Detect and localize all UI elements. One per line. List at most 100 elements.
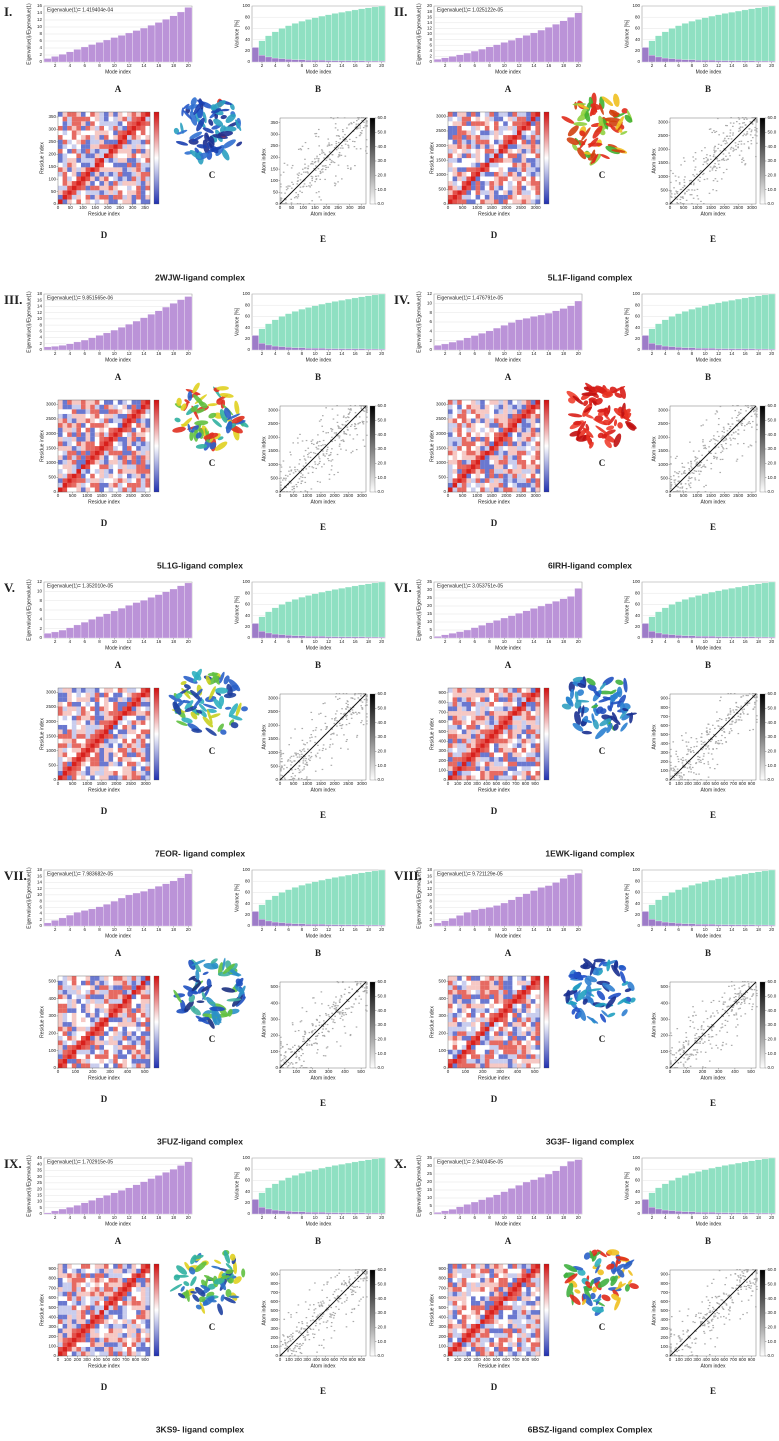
heatmap-cell xyxy=(448,400,453,405)
heatmap-cell xyxy=(104,446,109,451)
heatmap-cell xyxy=(141,418,146,423)
heatmap-cell xyxy=(132,437,137,442)
x-axis-label: Residue index xyxy=(88,211,120,217)
heatmap-cell xyxy=(109,158,114,163)
contact-point xyxy=(739,141,741,142)
heatmap-cell xyxy=(99,478,104,483)
heatmap-cell xyxy=(136,441,141,446)
contact-point xyxy=(702,424,704,425)
contact-point xyxy=(679,182,681,183)
heatmap-cell xyxy=(489,464,494,469)
heatmap-cell xyxy=(476,181,481,186)
heatmap-cell xyxy=(67,428,72,433)
heatmap-cell xyxy=(99,739,104,744)
x-axis-label: Atom index xyxy=(700,499,726,505)
heatmap-cell xyxy=(494,172,499,177)
contact-point xyxy=(292,165,294,166)
y-tick-label: 4 xyxy=(39,45,42,50)
heatmap-cell xyxy=(145,716,150,721)
contact-point xyxy=(320,172,322,173)
y-tick-label: 500 xyxy=(48,763,56,768)
heatmap-cell xyxy=(58,446,63,451)
heatmap-cell xyxy=(517,414,522,419)
heatmap-cell xyxy=(512,428,517,433)
contact-point xyxy=(718,447,720,448)
heatmap-cell xyxy=(113,135,118,140)
x-tick-label: 6 xyxy=(287,639,290,644)
x-tick-label: 500 xyxy=(290,493,298,498)
heatmap-cell xyxy=(72,771,77,776)
contact-point xyxy=(306,762,308,763)
heatmap-cell xyxy=(113,720,118,725)
contact-point xyxy=(299,434,301,435)
bar xyxy=(162,19,169,62)
contact-point xyxy=(681,197,683,198)
heatmap-cell xyxy=(522,405,527,410)
contact-point xyxy=(326,726,328,727)
heatmap-cell xyxy=(517,135,522,140)
contact-point xyxy=(358,117,360,118)
heatmap-cell xyxy=(476,163,481,168)
contact-point xyxy=(704,466,706,467)
heatmap-cell xyxy=(517,140,522,145)
contact-point xyxy=(754,130,756,131)
heatmap-cell xyxy=(81,153,86,158)
contact-point xyxy=(701,150,703,151)
heatmap-cell xyxy=(63,190,68,195)
heatmap-cell xyxy=(522,117,527,122)
heatmap-cell xyxy=(118,711,123,716)
heatmap-cell xyxy=(457,121,462,126)
heatmap-cell xyxy=(136,757,141,762)
bar xyxy=(471,51,478,62)
x-tick-label: 500 xyxy=(459,493,467,498)
contact-point xyxy=(293,778,295,779)
heatmap-cell xyxy=(104,400,109,405)
heatmap-cell xyxy=(67,702,72,707)
heatmap-cell xyxy=(109,409,114,414)
heatmap-cell xyxy=(67,195,72,200)
heatmap-cell xyxy=(494,483,499,488)
contact-point xyxy=(728,152,730,153)
x-tick-label: 8 xyxy=(488,351,491,356)
heatmap-cell xyxy=(76,112,81,117)
heatmap-cell xyxy=(132,167,137,172)
contact-point xyxy=(335,713,337,714)
heatmap-cell xyxy=(485,469,490,474)
heatmap-cell xyxy=(104,460,109,465)
contact-point xyxy=(723,132,725,133)
contact-point xyxy=(287,164,289,165)
heatmap-cell xyxy=(122,428,127,433)
contact-point xyxy=(330,739,332,740)
contact-point xyxy=(721,444,723,445)
y-tick-label: 14 xyxy=(37,304,43,309)
contact-point xyxy=(676,192,678,193)
colorbar-tick-label: 10.0 xyxy=(378,187,387,192)
heatmap-cell xyxy=(136,130,141,135)
heatmap-cell xyxy=(86,167,91,172)
heatmap-cell xyxy=(499,167,504,172)
heatmap-cell xyxy=(503,460,508,465)
y-tick-label: 2 xyxy=(39,626,42,631)
heatmap-cell xyxy=(109,469,114,474)
contact-point xyxy=(322,444,324,445)
contact-point xyxy=(712,169,714,170)
heatmap-cell xyxy=(145,130,150,135)
heatmap-cell xyxy=(141,702,146,707)
heatmap-cell xyxy=(81,195,86,200)
heatmap-cell xyxy=(99,693,104,698)
heatmap-cell xyxy=(72,409,77,414)
heatmap-cell xyxy=(499,478,504,483)
contact-point xyxy=(716,458,718,459)
heatmap-cell xyxy=(512,181,517,186)
contact-point xyxy=(756,143,758,144)
heatmap-cell xyxy=(104,706,109,711)
heatmap-cell xyxy=(522,140,527,145)
heatmap-cell xyxy=(517,117,522,122)
bar xyxy=(345,61,352,62)
heatmap-cell xyxy=(76,771,81,776)
contact-point xyxy=(363,117,365,118)
contact-point xyxy=(364,125,366,126)
heatmap-cell xyxy=(448,176,453,181)
contact-point xyxy=(287,185,289,186)
colorbar xyxy=(370,118,375,204)
